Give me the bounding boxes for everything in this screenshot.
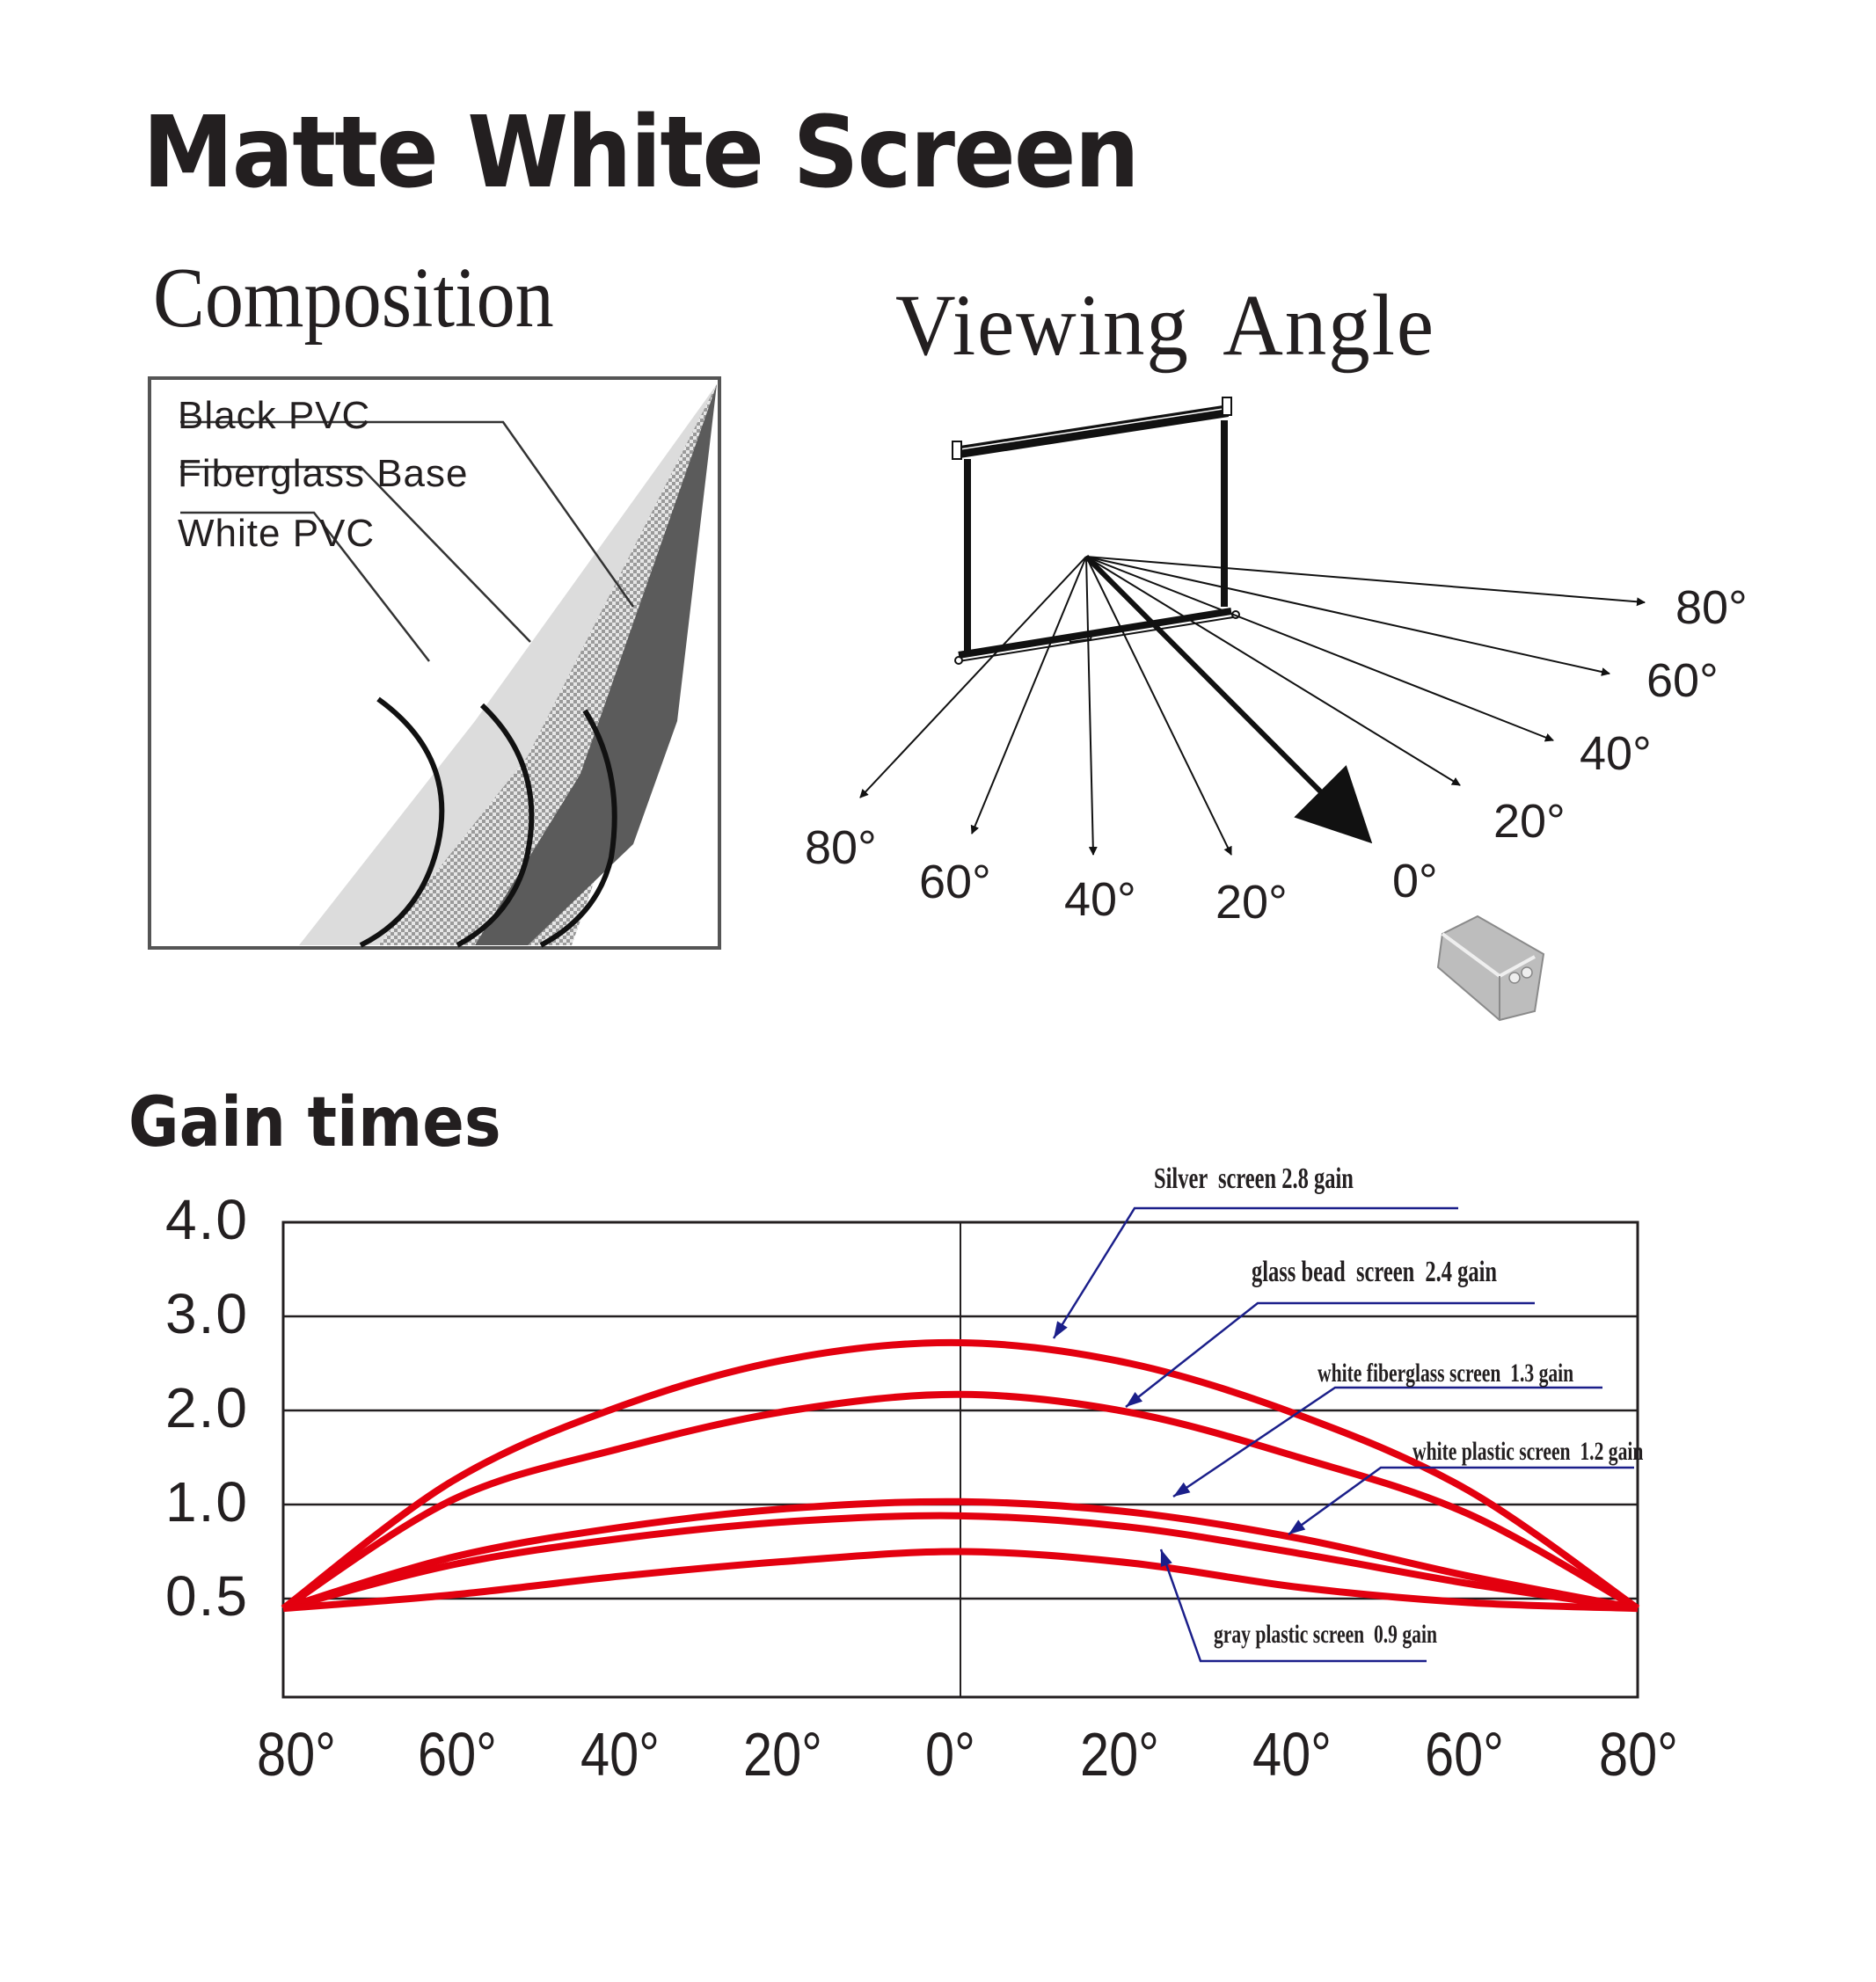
x-tick-label: 60°: [418, 1720, 497, 1789]
series-annotation: Silver screen 2.8 gain: [1154, 1162, 1354, 1195]
y-tick-label: 2.0: [165, 1376, 249, 1439]
y-tick-label: 0.5: [165, 1564, 249, 1628]
leader-arrow-icon: [1054, 1321, 1068, 1338]
angle-label-right-80: 80°: [1675, 581, 1748, 634]
leader-line: [1125, 1301, 1535, 1408]
gain-curve-2: [281, 1497, 1639, 1613]
x-tick-label: 20°: [743, 1720, 822, 1789]
leader-arrow-icon: [1288, 1519, 1306, 1534]
series-annotation: gray plastic screen 0.9 gain: [1214, 1620, 1437, 1649]
gain-heading: Gain times: [128, 1083, 501, 1162]
gain-curve-1: [281, 1390, 1639, 1612]
layer-label-black-pvc: Black PVC: [178, 394, 371, 437]
series-annotation: glass bead screen 2.4 gain: [1252, 1256, 1498, 1288]
x-tick-label: 80°: [1599, 1720, 1678, 1789]
leader-arrow-icon: [1173, 1482, 1191, 1497]
x-tick-label: 80°: [257, 1720, 336, 1789]
angle-label-left-20: 20°: [1215, 876, 1288, 929]
x-tick-label: 60°: [1425, 1720, 1504, 1789]
y-tick-label: 4.0: [165, 1188, 249, 1251]
composition-heading: Composition: [153, 251, 554, 346]
angle-label-right-20: 20°: [1493, 795, 1566, 848]
viewing-angle-heading: Viewing Angle: [895, 276, 1435, 374]
leader-arrow-icon: [1126, 1391, 1143, 1407]
gain-curve-3: [281, 1512, 1639, 1613]
angle-label-center-0: 0°: [1392, 855, 1438, 907]
y-tick-label: 3.0: [165, 1282, 249, 1345]
leader-arrow-icon: [1160, 1549, 1172, 1567]
series-annotation: white plastic screen 1.2 gain: [1412, 1437, 1644, 1466]
angle-label-left-40: 40°: [1064, 873, 1136, 926]
projector-icon: [1436, 914, 1545, 1022]
projection-screen-icon: [952, 397, 1240, 665]
main-title: Matte White Screen: [142, 96, 1140, 210]
layer-label-white-pvc: White PVC: [178, 512, 376, 555]
angle-label-right-40: 40°: [1580, 727, 1652, 780]
x-tick-label: 40°: [580, 1720, 660, 1789]
series-annotation: white fiberglass screen 1.3 gain: [1318, 1359, 1574, 1388]
angle-label-right-60: 60°: [1646, 654, 1719, 707]
angle-label-left-60: 60°: [919, 856, 991, 908]
gain-curve-4: [282, 1548, 1639, 1613]
x-tick-label: 0°: [925, 1720, 975, 1789]
leader-line: [1288, 1466, 1634, 1536]
y-tick-label: 1.0: [165, 1470, 249, 1534]
x-tick-label: 20°: [1080, 1720, 1159, 1789]
layer-label-fiberglass-base: Fiberglass Base: [178, 452, 469, 495]
angle-label-left-80: 80°: [805, 821, 877, 874]
x-tick-label: 40°: [1252, 1720, 1332, 1789]
